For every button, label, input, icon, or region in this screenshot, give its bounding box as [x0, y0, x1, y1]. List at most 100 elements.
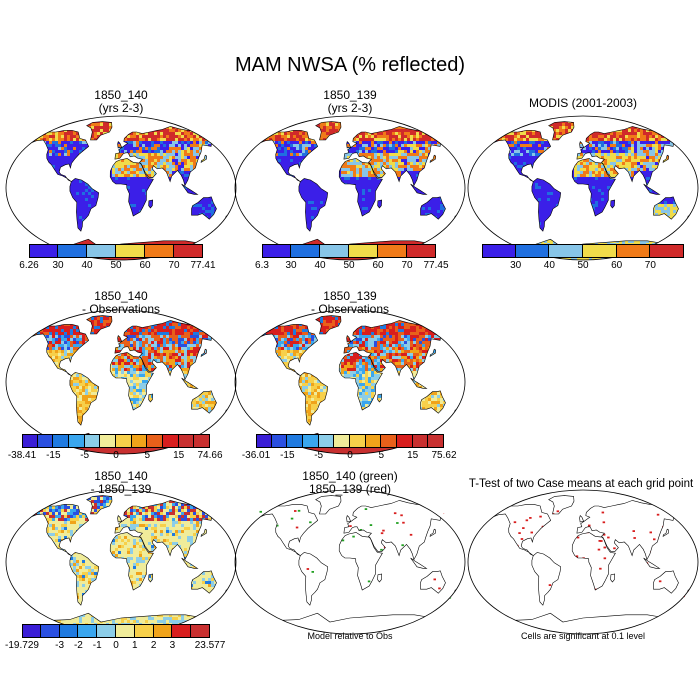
colorbar-segment: [147, 434, 163, 448]
colorbar-label: 60: [372, 260, 383, 271]
colorbar-segment: [583, 244, 617, 258]
map-frame: [5, 309, 237, 455]
colorbar-label: 30: [285, 260, 296, 271]
colorbar-label: -3: [55, 640, 64, 651]
panel-3-title-line1: MODIS (2001-2003): [466, 97, 700, 110]
colorbar-segment: [145, 244, 174, 258]
panel-2-title: 1850_139 (yrs 2-3): [233, 89, 467, 115]
panel-2-title-line2: (yrs 2-3): [233, 102, 467, 115]
colorbar-label: -5: [314, 450, 323, 461]
colorbar-segment: [116, 624, 135, 638]
colorbar-segment: [116, 434, 132, 448]
colorbar-label: 2: [151, 640, 157, 651]
colorbar-label: 0: [347, 450, 353, 461]
colorbar-segment: [397, 434, 413, 448]
panel-7-title-line1: 1850_140 (green): [233, 470, 467, 483]
colorbar-label: -38.41: [8, 450, 36, 461]
colorbar-frame: [22, 434, 210, 448]
colorbar-label: 3: [170, 640, 176, 651]
map-frame: [234, 115, 466, 261]
colorbar-segment: [549, 244, 583, 258]
colorbar-panel-2: 6.3 30 40 50 60 70 77.45: [255, 244, 449, 271]
colorbar-segment: [616, 244, 651, 258]
panel-8-title: T-Test of two Case means at each grid po…: [462, 478, 700, 491]
colorbar-segment: [78, 624, 98, 638]
colorbar-label: 15: [173, 450, 184, 461]
colorbar-segment: [515, 244, 550, 258]
map-frame: [467, 489, 699, 635]
colorbar-segment: [178, 434, 195, 448]
colorbar-label: 50: [343, 260, 354, 271]
colorbar-frame: [262, 244, 436, 258]
map-frame: [234, 309, 466, 455]
note-significance: Cells are significant at 0.1 level: [466, 631, 700, 641]
colorbar-label: 0: [113, 450, 119, 461]
colorbar-segment: [291, 244, 320, 258]
map-panel-3: [467, 115, 699, 261]
colorbar-segment: [100, 434, 116, 448]
panel-1-title-line2: (yrs 2-3): [4, 102, 238, 115]
colorbar-label: 40: [314, 260, 325, 271]
colorbar-segment: [29, 244, 58, 258]
colorbar-label: 70: [645, 260, 656, 271]
map-panel-5: [234, 309, 466, 455]
note-model-relative: Model relative to Obs: [233, 631, 467, 641]
colorbar-frame: [256, 434, 444, 448]
colorbar-segment: [134, 624, 154, 638]
colorbar-panel-5: -36.01 -15 -5 0 5 15 75.62: [242, 434, 457, 461]
colorbar-segment: [116, 244, 145, 258]
colorbar-label: 60: [611, 260, 622, 271]
colorbar-segment: [84, 434, 101, 448]
map-panel-7: [234, 489, 466, 635]
colorbar-label: 40: [544, 260, 555, 271]
colorbar-label: -15: [280, 450, 294, 461]
colorbar-label: -1: [93, 640, 102, 651]
colorbar-label: 15: [407, 450, 418, 461]
map-panel-1: [5, 115, 237, 261]
colorbar-segment: [256, 434, 272, 448]
colorbar-label: 1: [132, 640, 138, 651]
colorbar-label: 0: [113, 640, 119, 651]
colorbar-segment: [59, 624, 79, 638]
panel-7-title-line2: 1850_139 (red): [233, 483, 467, 496]
panel-2-title-line1: 1850_139: [233, 89, 467, 102]
colorbar-segment: [87, 244, 116, 258]
colorbar-segment: [58, 244, 87, 258]
panel-4-title-line2: - Observations: [4, 303, 238, 316]
colorbar-label: 60: [139, 260, 150, 271]
colorbar-segment: [303, 434, 319, 448]
colorbar-segment: [381, 434, 397, 448]
colorbar-label: -19.729: [5, 640, 39, 651]
colorbar-label: 50: [577, 260, 588, 271]
colorbar-label: 77.45: [423, 260, 448, 271]
colorbar-label: 5: [145, 450, 151, 461]
colorbar-label: 6.26: [19, 260, 38, 271]
colorbar-segment: [22, 624, 41, 638]
colorbar-segment: [22, 434, 38, 448]
colorbar-segment: [97, 624, 116, 638]
map-panel-6: [5, 489, 237, 635]
panel-6-title-line2: - 1850_139: [4, 483, 238, 496]
colorbar-segment: [40, 624, 60, 638]
map-panel-8: [467, 489, 699, 635]
colorbar-label: 77.41: [190, 260, 215, 271]
colorbar-segment: [320, 244, 349, 258]
colorbar-segment: [412, 434, 429, 448]
colorbar-label: 5: [379, 450, 385, 461]
main-title: MAM NWSA (% reflected): [0, 54, 700, 77]
map-panel-2: [234, 115, 466, 261]
panel-4-title-line1: 1850_140: [4, 290, 238, 303]
colorbar-segment: [349, 244, 378, 258]
map-frame: [467, 115, 699, 261]
colorbar-segment: [318, 434, 335, 448]
colorbar-panel-3: 30 40 50 60 70: [482, 244, 684, 271]
colorbar-label: 70: [168, 260, 179, 271]
colorbar-segment: [350, 434, 366, 448]
panel-1-title-line1: 1850_140: [4, 89, 238, 102]
colorbar-segment: [271, 434, 288, 448]
panel-8-title-line1: T-Test of two Case means at each grid po…: [462, 478, 700, 491]
colorbar-frame: [29, 244, 203, 258]
colorbar-label: -15: [46, 450, 60, 461]
colorbar-frame: [22, 624, 210, 638]
colorbar-label: 30: [510, 260, 521, 271]
